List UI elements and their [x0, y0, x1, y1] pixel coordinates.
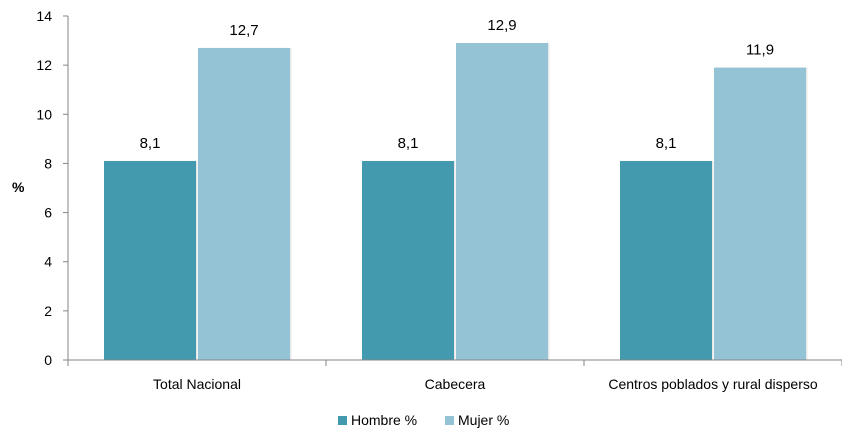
- x-category-label: Centros poblados y rural disperso: [608, 376, 818, 392]
- data-label: 8,1: [656, 135, 677, 152]
- data-label: 12,9: [487, 17, 516, 34]
- y-tick-label: 2: [44, 303, 52, 319]
- y-tick-label: 8: [44, 155, 52, 171]
- y-axis-label: %: [12, 179, 25, 195]
- legend-swatch: [338, 416, 347, 425]
- bar-mujer: [198, 47, 290, 360]
- data-label: 8,1: [140, 135, 161, 152]
- bar-hombre: [620, 160, 712, 360]
- x-category-label: Cabecera: [425, 376, 486, 392]
- bar-mujer: [456, 43, 548, 361]
- y-tick-label: 10: [36, 106, 52, 122]
- x-category-label: Total Nacional: [153, 376, 241, 392]
- y-tick-label: 14: [36, 8, 52, 24]
- y-tick-label: 12: [36, 57, 52, 73]
- bar-mujer: [714, 67, 806, 360]
- legend-swatch: [445, 416, 454, 425]
- y-tick-label: 4: [44, 254, 52, 270]
- bars: 8,1 12,7 8,1 12,9 8,1 11,9: [104, 17, 808, 361]
- data-label: 11,9: [746, 42, 774, 59]
- y-axis: 0 2 4 6 8 10 12 14: [36, 8, 69, 368]
- legend-label: Hombre %: [351, 412, 417, 428]
- y-tick-label: 6: [44, 205, 52, 221]
- y-tick-label: 0: [44, 352, 52, 368]
- bar-hombre: [104, 160, 196, 360]
- data-label: 12,7: [229, 22, 258, 39]
- x-axis: Total Nacional Cabecera Centros poblados y…: [67, 359, 842, 392]
- bar-hombre: [362, 160, 454, 360]
- legend-label: Mujer %: [458, 412, 509, 428]
- legend: Hombre % Mujer %: [338, 412, 509, 428]
- data-label: 8,1: [398, 135, 419, 152]
